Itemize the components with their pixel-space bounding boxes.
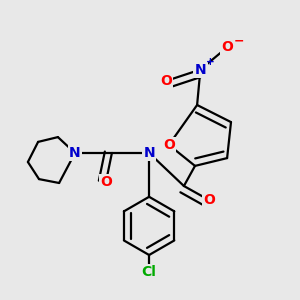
- Text: O: O: [221, 40, 233, 54]
- Text: O: O: [100, 175, 112, 189]
- Text: Cl: Cl: [142, 265, 157, 279]
- Text: N: N: [195, 63, 206, 76]
- Text: N: N: [143, 146, 155, 160]
- Text: O: O: [203, 193, 215, 207]
- Text: O: O: [163, 138, 175, 152]
- Text: N: N: [69, 146, 81, 160]
- Text: −: −: [234, 34, 244, 48]
- Text: +: +: [206, 57, 215, 67]
- Text: O: O: [160, 74, 172, 88]
